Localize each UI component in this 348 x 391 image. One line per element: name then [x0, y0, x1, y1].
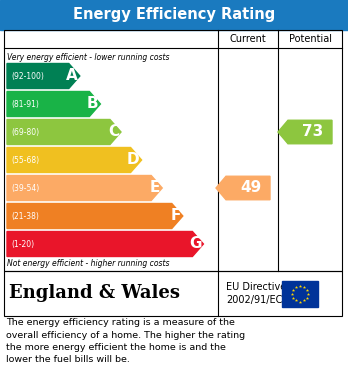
Text: (69-80): (69-80) — [11, 127, 39, 136]
Bar — [282, 280, 318, 307]
Polygon shape — [7, 203, 183, 228]
Polygon shape — [278, 120, 332, 144]
Text: (39-54): (39-54) — [11, 183, 39, 192]
Polygon shape — [7, 231, 203, 256]
Text: G: G — [189, 237, 201, 251]
Polygon shape — [7, 147, 142, 172]
Polygon shape — [7, 63, 80, 88]
Polygon shape — [7, 91, 101, 117]
Text: EU Directive
2002/91/EC: EU Directive 2002/91/EC — [226, 282, 286, 305]
Text: F: F — [171, 208, 181, 224]
Bar — [0, 0, 348, 30]
Polygon shape — [7, 176, 162, 201]
Text: A: A — [66, 68, 78, 84]
Text: B: B — [87, 97, 98, 111]
Bar — [4, 30, 342, 271]
Text: Potential: Potential — [288, 34, 332, 44]
Text: Not energy efficient - higher running costs: Not energy efficient - higher running co… — [7, 258, 169, 267]
Text: E: E — [150, 181, 160, 196]
Text: Very energy efficient - lower running costs: Very energy efficient - lower running co… — [7, 52, 169, 61]
Text: (55-68): (55-68) — [11, 156, 39, 165]
Text: England & Wales: England & Wales — [9, 285, 180, 303]
Text: (81-91): (81-91) — [11, 99, 39, 108]
Text: The energy efficiency rating is a measure of the
overall efficiency of a home. T: The energy efficiency rating is a measur… — [6, 318, 245, 364]
Text: 49: 49 — [240, 181, 262, 196]
Text: (21-38): (21-38) — [11, 212, 39, 221]
Text: Energy Efficiency Rating: Energy Efficiency Rating — [73, 7, 275, 23]
Text: (1-20): (1-20) — [11, 240, 34, 249]
Text: (92-100): (92-100) — [11, 72, 44, 81]
Polygon shape — [7, 120, 121, 145]
Text: 73: 73 — [302, 124, 324, 140]
Text: D: D — [127, 152, 140, 167]
Bar — [4, 271, 342, 316]
Polygon shape — [216, 176, 270, 200]
Text: Current: Current — [230, 34, 266, 44]
Text: C: C — [108, 124, 119, 140]
